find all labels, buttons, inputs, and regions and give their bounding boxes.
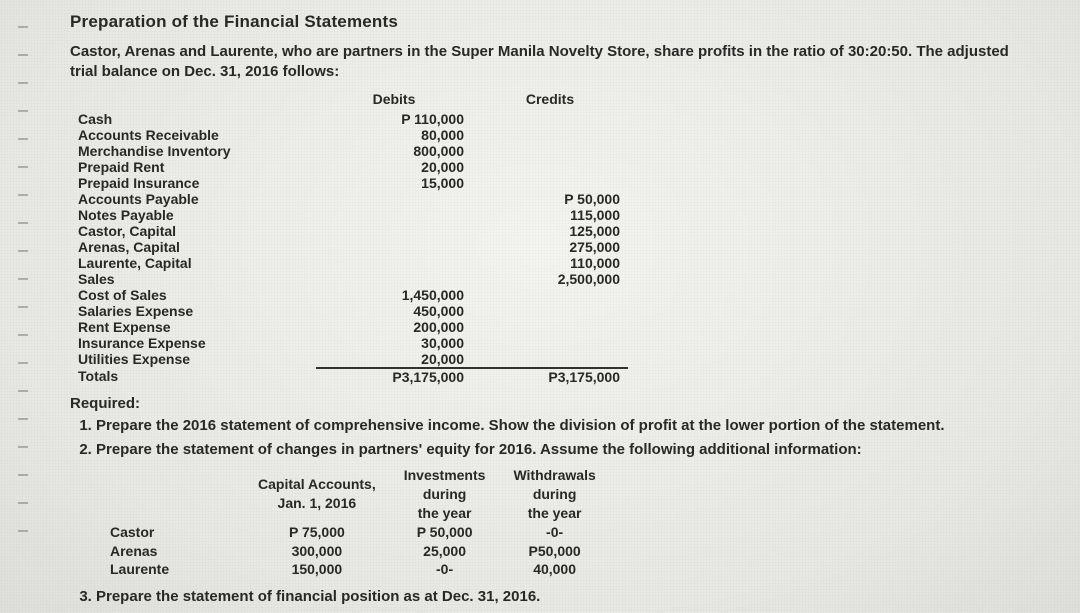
credit-amount: 115,000 (472, 207, 628, 223)
capital-accounts-table: Capital Accounts, Jan. 1, 2016 Investmen… (96, 466, 1040, 579)
capital-amount: 300,000 (244, 542, 390, 561)
withdrawal-amount: P50,000 (499, 542, 609, 561)
credit-amount: 110,000 (472, 255, 628, 271)
credit-amount (472, 335, 628, 351)
debit-amount: 15,000 (316, 175, 472, 191)
totals-debit: P3,175,000 (316, 368, 472, 385)
left-edge-marks (18, 0, 30, 613)
totals-credit: P3,175,000 (472, 368, 628, 385)
account-name: Merchandise Inventory (70, 143, 316, 159)
debit-amount: 450,000 (316, 303, 472, 319)
account-name: Cost of Sales (70, 287, 316, 303)
debit-amount: P 110,000 (316, 111, 472, 127)
account-name: Rent Expense (70, 319, 316, 335)
trial-balance-table: Debits Credits CashP 110,000Accounts Rec… (70, 91, 1040, 385)
partner-name: Arenas (96, 542, 244, 561)
account-name: Arenas, Capital (70, 239, 316, 255)
account-name: Prepaid Insurance (70, 175, 316, 191)
required-list: Prepare the 2016 statement of comprehens… (70, 416, 1040, 608)
debit-amount (316, 255, 472, 271)
account-name: Insurance Expense (70, 335, 316, 351)
debit-amount: 200,000 (316, 319, 472, 335)
account-name: Notes Payable (70, 207, 316, 223)
capital-amount: 150,000 (244, 560, 390, 579)
cap-col-withdrawals: Withdrawals during the year (499, 466, 609, 523)
credit-amount (472, 111, 628, 127)
credit-amount (472, 287, 628, 303)
credit-amount (472, 319, 628, 335)
capital-amount: P 75,000 (244, 523, 390, 542)
account-name: Accounts Receivable (70, 127, 316, 143)
intro-paragraph: Castor, Arenas and Laurente, who are par… (70, 42, 1040, 83)
account-name: Salaries Expense (70, 303, 316, 319)
credit-amount (472, 351, 628, 368)
credit-amount (472, 303, 628, 319)
debit-amount (316, 239, 472, 255)
investment-amount: P 50,000 (390, 523, 500, 542)
credit-amount (472, 175, 628, 191)
credit-amount: P 50,000 (472, 191, 628, 207)
partner-name: Castor (96, 523, 244, 542)
debit-amount: 20,000 (316, 351, 472, 368)
withdrawal-amount: -0- (499, 523, 609, 542)
cap-col-investments: Investments during the year (390, 466, 500, 523)
col-header-debits: Debits (316, 91, 472, 111)
debit-amount (316, 191, 472, 207)
cap-col-capital: Capital Accounts, Jan. 1, 2016 (244, 466, 390, 523)
withdrawal-amount: 40,000 (499, 560, 609, 579)
scanned-page: Preparation of the Financial Statements … (0, 0, 1080, 613)
account-name: Sales (70, 271, 316, 287)
account-name: Prepaid Rent (70, 159, 316, 175)
credit-amount (472, 159, 628, 175)
account-name: Utilities Expense (70, 351, 316, 368)
debit-amount: 800,000 (316, 143, 472, 159)
credit-amount (472, 143, 628, 159)
page-title: Preparation of the Financial Statements (70, 12, 1040, 32)
credit-amount: 125,000 (472, 223, 628, 239)
required-item: Prepare the 2016 statement of comprehens… (96, 416, 1040, 436)
investment-amount: -0- (390, 560, 500, 579)
debit-amount: 20,000 (316, 159, 472, 175)
required-item: Prepare the statement of changes in part… (96, 440, 1040, 580)
credit-amount (472, 127, 628, 143)
investment-amount: 25,000 (390, 542, 500, 561)
debit-amount: 1,450,000 (316, 287, 472, 303)
debit-amount: 30,000 (316, 335, 472, 351)
col-header-credits: Credits (472, 91, 628, 111)
debit-amount (316, 223, 472, 239)
partner-name: Laurente (96, 560, 244, 579)
account-name: Accounts Payable (70, 191, 316, 207)
debit-amount: 80,000 (316, 127, 472, 143)
required-heading: Required: (70, 395, 1040, 412)
totals-label: Totals (70, 368, 316, 385)
account-name: Castor, Capital (70, 223, 316, 239)
credit-amount: 2,500,000 (472, 271, 628, 287)
account-name: Cash (70, 111, 316, 127)
debit-amount (316, 271, 472, 287)
debit-amount (316, 207, 472, 223)
required-item: Prepare the statement of financial posit… (96, 587, 1040, 607)
account-name: Laurente, Capital (70, 255, 316, 271)
credit-amount: 275,000 (472, 239, 628, 255)
